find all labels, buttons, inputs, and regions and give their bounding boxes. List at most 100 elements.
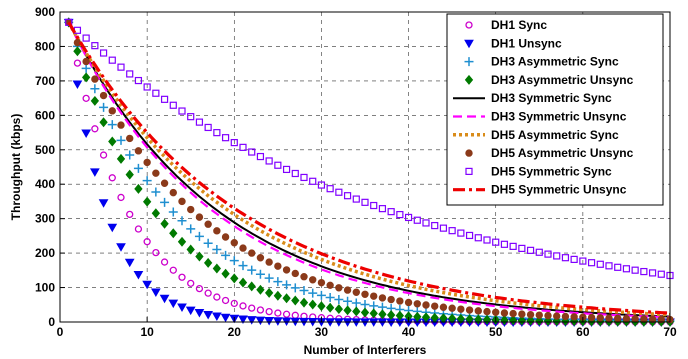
data-point xyxy=(195,213,204,221)
data-point xyxy=(370,201,378,210)
data-point xyxy=(448,304,456,312)
data-point xyxy=(160,95,169,103)
series-dh5-asymmetric-unsync xyxy=(65,18,674,324)
data-point xyxy=(248,148,256,156)
data-point xyxy=(159,294,170,304)
axis-ticks: 0 10 20 30 40 50 60 700100200300400500600700800… xyxy=(35,5,677,339)
data-point xyxy=(187,279,195,288)
y-tick-label: 200 xyxy=(35,246,55,260)
series-dh3-symmetric-unsync xyxy=(67,21,671,319)
series-line xyxy=(67,21,671,319)
data-point xyxy=(169,101,177,109)
data-point xyxy=(517,315,527,326)
data-point xyxy=(211,312,222,322)
data-point xyxy=(561,254,570,262)
data-point xyxy=(483,307,491,316)
data-point xyxy=(351,298,361,308)
data-point xyxy=(404,213,413,222)
x-tick-label: 50 xyxy=(489,325,503,339)
data-point xyxy=(448,227,456,235)
data-point xyxy=(422,301,430,309)
data-point xyxy=(91,75,99,83)
data-point xyxy=(631,266,639,274)
data-point xyxy=(343,286,352,294)
data-point xyxy=(230,273,239,284)
data-point xyxy=(282,280,292,290)
data-point xyxy=(509,242,517,250)
data-point xyxy=(553,252,561,260)
data-point xyxy=(640,315,648,323)
data-point xyxy=(535,311,543,319)
data-point xyxy=(265,307,273,316)
data-point xyxy=(439,303,448,311)
x-tick-label: 0 xyxy=(57,325,64,339)
data-point xyxy=(160,179,169,187)
data-point xyxy=(152,169,160,177)
data-point xyxy=(169,228,178,239)
y-tick-label: 800 xyxy=(35,39,55,53)
data-point xyxy=(640,267,648,276)
data-point xyxy=(177,216,187,226)
legend-label: DH5 Asymmetric Unsync xyxy=(491,146,634,160)
x-tick-label: 70 xyxy=(663,325,677,339)
data-point xyxy=(203,257,213,268)
data-point xyxy=(264,287,274,298)
data-point xyxy=(238,315,248,325)
data-point xyxy=(246,316,257,325)
data-point xyxy=(343,296,353,306)
data-point xyxy=(447,313,457,324)
data-point xyxy=(203,238,213,248)
data-point xyxy=(300,173,308,182)
data-point xyxy=(308,299,317,310)
data-point xyxy=(142,176,152,186)
data-point xyxy=(221,134,230,142)
data-point xyxy=(343,305,352,316)
data-point xyxy=(195,251,204,262)
data-point xyxy=(387,295,395,304)
y-tick-label: 300 xyxy=(35,212,55,226)
data-point xyxy=(238,261,248,271)
data-point xyxy=(213,293,221,301)
data-point xyxy=(126,70,134,78)
data-point xyxy=(187,205,195,214)
data-point xyxy=(72,80,83,89)
x-axis-label: Number of Interferers xyxy=(304,343,427,357)
data-point xyxy=(186,224,196,234)
data-point xyxy=(124,258,135,268)
data-point xyxy=(483,236,491,244)
legend-label: DH1 Unsync xyxy=(491,36,562,50)
data-point xyxy=(99,49,108,57)
y-tick-label: 700 xyxy=(35,74,55,88)
data-point xyxy=(370,292,378,300)
data-point xyxy=(194,231,204,241)
x-tick-label: 20 xyxy=(228,325,242,339)
legend-box xyxy=(446,13,664,206)
data-point xyxy=(413,300,421,308)
data-point xyxy=(255,316,266,326)
x-tick-label: 60 xyxy=(576,325,590,339)
data-point xyxy=(108,56,116,64)
legend-item-dh5-asymmetric-unsync: DH5 Asymmetric Unsync xyxy=(465,146,634,160)
data-point xyxy=(177,236,187,247)
data-point xyxy=(352,195,360,203)
data-point xyxy=(456,313,466,324)
data-point xyxy=(474,234,482,242)
data-point xyxy=(317,301,326,312)
data-point xyxy=(492,308,500,316)
data-point xyxy=(657,315,665,324)
data-point xyxy=(90,84,100,94)
data-point xyxy=(248,249,256,257)
data-point xyxy=(413,311,422,322)
legend-marker xyxy=(464,74,474,85)
data-point xyxy=(308,288,318,298)
data-point xyxy=(133,271,144,280)
data-point xyxy=(291,169,299,178)
data-point xyxy=(178,197,186,206)
data-point xyxy=(614,314,622,323)
data-point xyxy=(178,107,186,115)
data-point xyxy=(535,315,544,326)
data-point xyxy=(553,312,561,320)
legend-item-dh3-symmetric-sync: DH3 Symmetric Sync xyxy=(453,91,612,105)
y-tick-label: 0 xyxy=(48,315,55,329)
data-point xyxy=(360,307,370,318)
